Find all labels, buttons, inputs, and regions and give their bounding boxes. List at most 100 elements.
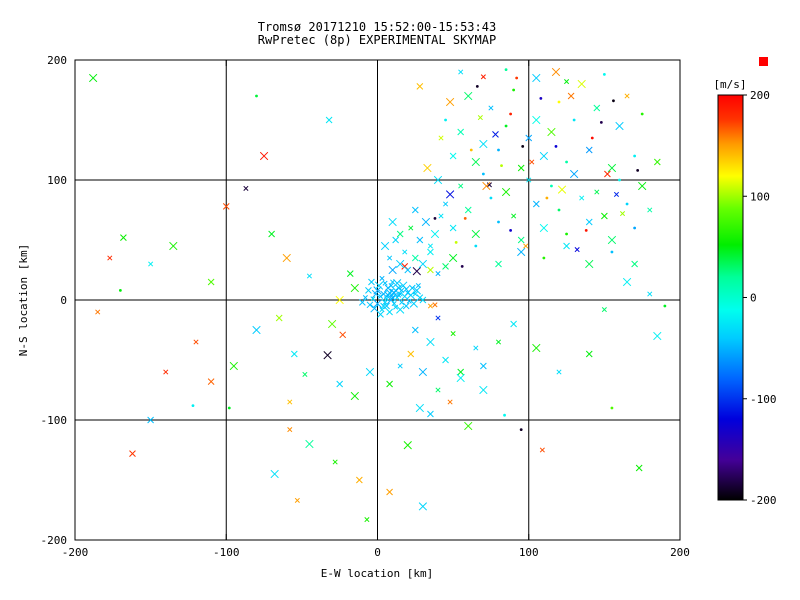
data-point-cross xyxy=(532,343,541,353)
axis-ticks xyxy=(74,59,681,541)
data-point-cross xyxy=(332,459,338,465)
data-point-cross xyxy=(370,304,379,313)
colorbar-tick-label: 0 xyxy=(750,292,757,305)
data-point-cross xyxy=(259,151,269,161)
data-point-dot xyxy=(519,428,523,431)
data-point-cross xyxy=(359,299,366,306)
data-point-cross xyxy=(148,261,154,267)
axis-tick-labels: -200 -100 0 100 200 -200 -100 0 100 200 xyxy=(41,54,690,559)
data-point-cross xyxy=(480,362,487,370)
data-point-dot xyxy=(584,229,588,232)
data-point-cross xyxy=(427,410,434,418)
data-point-cross xyxy=(95,309,101,315)
data-point-cross xyxy=(193,339,199,345)
data-point-cross xyxy=(613,191,620,197)
data-point-cross xyxy=(471,157,480,167)
data-point-cross xyxy=(335,295,344,305)
data-point-cross xyxy=(604,170,611,178)
data-point-cross xyxy=(457,368,465,376)
data-point-cross xyxy=(365,367,375,377)
data-point-cross xyxy=(419,296,427,304)
plot-subtitle: RwPretec (8p) EXPERIMENTAL SKYMAP xyxy=(258,33,496,47)
data-point-cross xyxy=(577,79,586,89)
data-point-cross xyxy=(305,439,314,449)
data-point-cross xyxy=(464,206,472,214)
data-point-cross xyxy=(163,369,169,375)
data-point-cross xyxy=(426,337,435,347)
data-point-cross xyxy=(601,307,607,313)
data-point-cross xyxy=(653,158,661,166)
data-point-cross xyxy=(532,115,541,125)
data-point-cross xyxy=(412,267,421,276)
scatter-points xyxy=(88,67,667,523)
data-point-cross xyxy=(392,236,400,244)
data-point-cross xyxy=(389,288,399,297)
data-point-cross xyxy=(480,74,486,80)
data-point-cross xyxy=(403,441,412,450)
data-point-cross xyxy=(397,363,403,369)
x-tick-label: 0 xyxy=(374,546,381,559)
data-point-cross xyxy=(418,367,428,377)
data-point-cross xyxy=(365,287,372,294)
y-axis-label: N-S location [km] xyxy=(17,244,30,357)
data-point-cross xyxy=(350,283,359,293)
data-point-cross xyxy=(408,284,416,292)
data-point-cross xyxy=(129,450,136,457)
data-point-cross xyxy=(427,248,434,256)
data-point-cross xyxy=(396,292,402,298)
colorbar xyxy=(717,94,744,501)
data-point-cross xyxy=(418,502,428,511)
data-point-cross xyxy=(374,281,384,290)
data-point-cross xyxy=(517,236,525,244)
data-point-cross xyxy=(380,241,390,251)
colorbar-tick-labels: 200 100 0 -100 -200 xyxy=(743,89,777,507)
data-point-dot xyxy=(554,145,558,148)
data-point-cross xyxy=(393,304,399,310)
data-point-cross xyxy=(435,387,441,393)
y-tick-label: -100 xyxy=(41,414,68,427)
data-point-cross xyxy=(270,469,279,479)
data-point-cross xyxy=(409,299,418,308)
data-point-cross xyxy=(447,399,453,405)
data-point-cross xyxy=(207,278,215,286)
data-point-cross xyxy=(388,217,397,227)
data-point-cross xyxy=(449,152,457,160)
data-point-cross xyxy=(607,235,617,245)
data-point-cross xyxy=(423,163,432,173)
data-point-cross xyxy=(362,295,368,301)
data-point-dot xyxy=(504,124,508,128)
data-point-cross xyxy=(631,260,638,268)
data-point-cross xyxy=(379,275,385,281)
data-point-dot xyxy=(469,148,473,152)
data-point-cross xyxy=(495,339,502,345)
data-point-cross xyxy=(450,331,456,337)
data-point-dot xyxy=(625,202,629,206)
data-point-cross xyxy=(442,356,449,364)
data-point-dot xyxy=(636,169,640,172)
data-point-cross xyxy=(585,350,593,358)
data-point-cross xyxy=(433,175,443,185)
data-point-cross xyxy=(585,146,593,154)
data-point-cross xyxy=(268,230,275,238)
data-point-cross xyxy=(525,134,533,142)
data-point-dot xyxy=(454,241,458,244)
data-point-dot xyxy=(610,250,614,254)
data-point-dot xyxy=(640,112,644,116)
red-square-marker xyxy=(759,57,768,66)
data-point-dot xyxy=(633,154,637,158)
data-point-dot xyxy=(590,136,594,140)
data-point-cross xyxy=(222,203,230,210)
data-point-cross xyxy=(327,319,337,329)
data-point-dot xyxy=(572,118,576,122)
data-point-dot xyxy=(497,148,500,152)
data-point-cross xyxy=(412,286,421,295)
data-point-cross xyxy=(458,183,464,189)
data-point-cross xyxy=(411,206,419,214)
data-point-cross xyxy=(563,242,570,250)
data-point-cross xyxy=(438,135,444,141)
data-point-cross xyxy=(391,301,397,307)
y-tick-label: 0 xyxy=(60,294,67,307)
data-point-cross xyxy=(418,259,428,269)
data-point-cross xyxy=(427,266,434,274)
data-point-cross xyxy=(282,253,291,263)
